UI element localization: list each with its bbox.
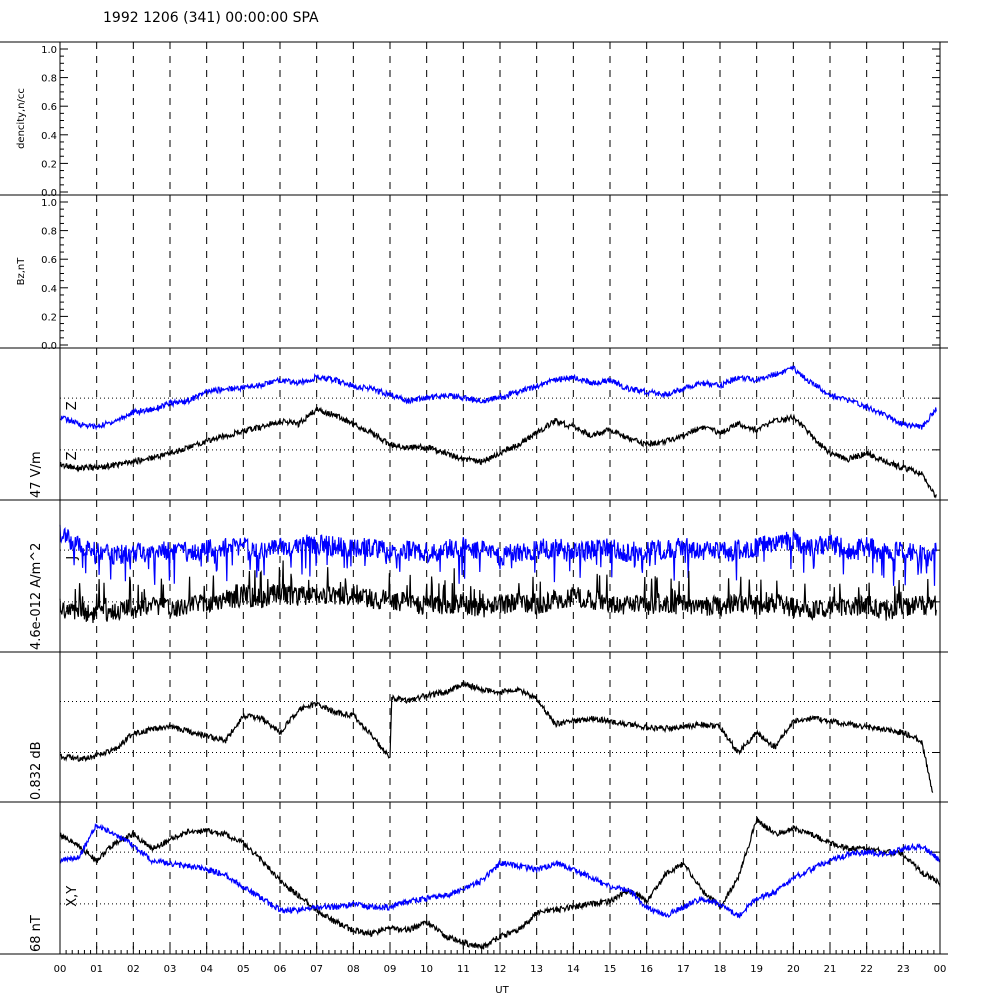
x-tick-label: 11 — [457, 964, 470, 975]
x-tick-label: 12 — [494, 964, 507, 975]
y-tick-label: 1.0 — [41, 45, 57, 56]
series-line-blue — [59, 524, 937, 586]
x-tick-label: 17 — [677, 964, 690, 975]
series-line-black — [59, 406, 937, 499]
panel-bz: 0.0 0.2 0.4 0.6 0.8 1.0 Bz,nT — [0, 194, 948, 352]
x-tick-label: 07 — [310, 964, 323, 975]
panel-current: 4.6e-012 A/m^2 JJ — [0, 499, 948, 653]
x-tick-label: 13 — [530, 964, 543, 975]
x-axis: 00 01 02 03 04 05 06 07 08 09 10 11 12 13 14 15 16 17 18 19… — [0, 946, 948, 975]
trace-label: J — [65, 556, 80, 561]
series-line-black — [59, 817, 941, 951]
x-tick-label: 02 — [127, 964, 140, 975]
y-tick-label: 0.8 — [41, 74, 57, 85]
y-tick-label: 0.8 — [41, 227, 57, 238]
x-tick-label: 14 — [567, 964, 580, 975]
x-tick-label: 05 — [237, 964, 250, 975]
y-tick-label: 1.0 — [41, 198, 57, 209]
x-tick-label: 01 — [90, 964, 103, 975]
y-tick-label: 0.4 — [41, 284, 57, 295]
series-line-black — [59, 560, 937, 624]
y-tick-label: 0.2 — [41, 159, 57, 170]
x-tick-label: 19 — [750, 964, 763, 975]
y-tick-label: 0.0 — [41, 188, 57, 199]
panel-magnetic: 68 nT X,Y — [0, 801, 948, 955]
panel-scale-label: 47 V/m — [29, 451, 44, 498]
panel-scale-label: 0.832 dB — [29, 741, 44, 800]
chart-title: 1992 1206 (341) 00:00:00 SPA — [103, 10, 319, 26]
y-tick-label: 0.0 — [41, 341, 57, 352]
y-axis-label: Bz,nT — [16, 257, 27, 286]
x-tick-label: 15 — [604, 964, 617, 975]
x-tick-label: 08 — [347, 964, 360, 975]
panel-efield: 47 V/m Z Z — [0, 347, 948, 501]
y-tick-label: 0.6 — [41, 102, 57, 113]
trace-label: X,Y — [65, 886, 80, 907]
x-tick-label: 22 — [860, 964, 873, 975]
series-line-black — [59, 680, 934, 793]
x-tick-label: 21 — [824, 964, 837, 975]
x-tick-label: 20 — [787, 964, 800, 975]
x-tick-label: 16 — [640, 964, 653, 975]
x-tick-label: 09 — [384, 964, 397, 975]
x-tick-label: 10 — [420, 964, 433, 975]
trace-label: Z — [65, 451, 80, 460]
series-line-blue — [59, 365, 937, 431]
panel-scale-label: 4.6e-012 A/m^2 — [29, 543, 44, 650]
panel-scale-label: 68 nT — [29, 915, 44, 952]
panel-density: 0.0 0.2 0.4 0.6 0.8 1.0 dencity,n/cc — [0, 41, 948, 199]
x-tick-label: 23 — [897, 964, 910, 975]
x-axis-label: UT — [495, 985, 509, 996]
x-tick-label: 06 — [274, 964, 287, 975]
x-tick-label: 04 — [200, 964, 213, 975]
y-tick-label: 0.4 — [41, 131, 57, 142]
y-tick-label: 0.6 — [41, 255, 57, 266]
series-line-blue — [59, 822, 941, 919]
x-tick-label: 00 — [54, 964, 67, 975]
panel-spectral: 0.832 dB — [0, 651, 948, 803]
chart-panels: 0.00.20.40.60.81.0dencity,n/cc0.00.20.40… — [0, 41, 948, 955]
y-tick-label: 0.2 — [41, 312, 57, 323]
x-tick-label: 03 — [164, 964, 177, 975]
trace-label: Z — [65, 401, 80, 410]
x-tick-label: 18 — [714, 964, 727, 975]
y-axis-label: dencity,n/cc — [16, 88, 27, 149]
x-tick-label: 00 — [934, 964, 947, 975]
